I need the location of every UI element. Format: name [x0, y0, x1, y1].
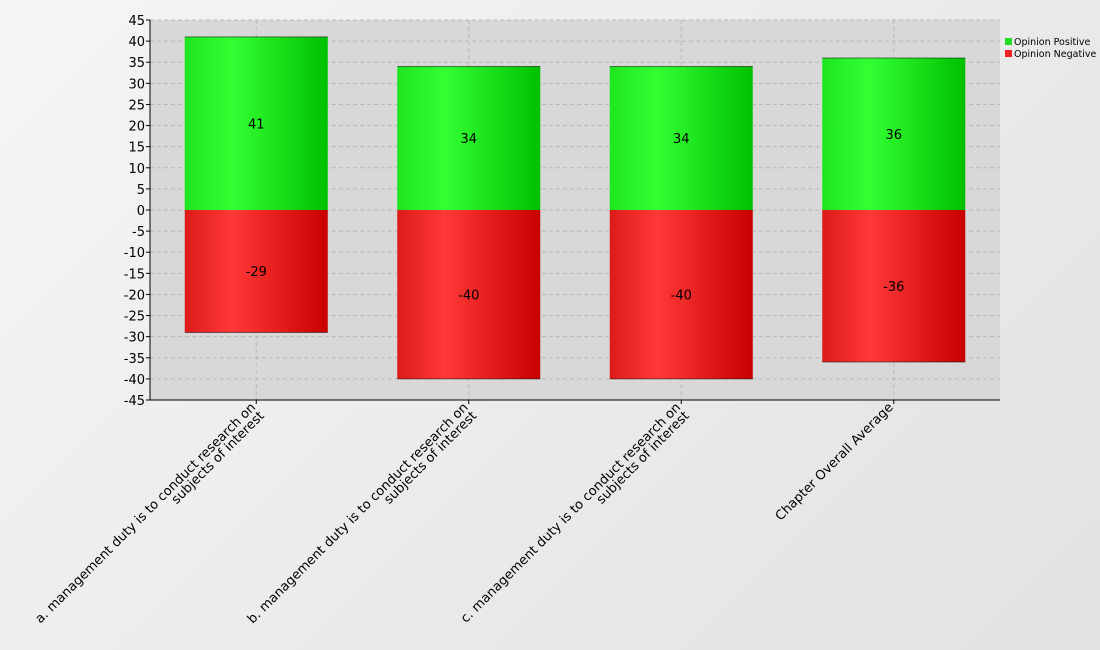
y-tick-label: 5	[137, 183, 145, 198]
y-tick-label: -35	[124, 352, 145, 367]
svg-text:subjects of interest: subjects of interest	[594, 409, 693, 508]
y-tick-label: 40	[128, 35, 145, 50]
y-tick-label: -10	[124, 246, 145, 261]
bar-negative[interactable]	[397, 210, 541, 379]
y-tick-label: 10	[128, 162, 145, 177]
x-tick-label: Chapter Overall Average	[773, 400, 897, 524]
y-tick-label: 15	[128, 141, 145, 156]
y-tick-label: 35	[128, 56, 145, 71]
bar-negative[interactable]	[184, 210, 328, 333]
bar-negative[interactable]	[609, 210, 753, 379]
svg-text:subjects of interest: subjects of interest	[381, 409, 480, 508]
data-label: -29	[246, 265, 267, 280]
svg-text:b. management duty is to condu: b. management duty is to conduct researc…	[245, 400, 472, 627]
data-label: 41	[248, 117, 265, 132]
y-tick-label: 20	[128, 120, 145, 135]
y-tick-label: -30	[124, 331, 145, 346]
x-tick-label: c. management duty is to conduct researc…	[458, 400, 693, 626]
data-label: 34	[673, 132, 690, 147]
svg-text:a. management duty is to condu: a. management duty is to conduct researc…	[33, 400, 260, 627]
bar-positive[interactable]	[609, 66, 753, 210]
legend-swatch	[1005, 50, 1012, 57]
data-label: -36	[883, 280, 904, 295]
x-tick-label: b. management duty is to conduct researc…	[245, 400, 480, 627]
svg-text:subjects of interest: subjects of interest	[169, 409, 268, 508]
x-tick-label: a. management duty is to conduct researc…	[33, 400, 268, 627]
svg-text:c. management duty is to condu: c. management duty is to conduct researc…	[458, 400, 684, 626]
y-tick-label: -45	[124, 394, 145, 409]
legend-swatch	[1005, 38, 1012, 45]
y-tick-label: -20	[124, 288, 145, 303]
bar-positive[interactable]	[397, 66, 541, 210]
data-label: 34	[460, 132, 477, 147]
y-tick-label: -5	[132, 225, 145, 240]
y-tick-label: -25	[124, 310, 145, 325]
data-label: 36	[885, 128, 902, 143]
y-tick-label: 45	[128, 14, 145, 29]
bar-positive[interactable]	[822, 58, 966, 210]
y-tick-label: 25	[128, 98, 145, 113]
y-tick-label: -15	[124, 267, 145, 282]
svg-text:Chapter Overall Average: Chapter Overall Average	[773, 400, 897, 524]
bar-positive[interactable]	[184, 36, 328, 211]
y-tick-label: 0	[137, 204, 145, 219]
legend-label: Opinion Positive	[1014, 37, 1090, 48]
data-label: -40	[458, 288, 479, 303]
data-label: -40	[671, 288, 692, 303]
bar-negative[interactable]	[822, 210, 966, 362]
y-tick-label: -40	[124, 373, 145, 388]
y-tick-label: 30	[128, 77, 145, 92]
legend-label: Opinion Negative	[1014, 49, 1096, 60]
